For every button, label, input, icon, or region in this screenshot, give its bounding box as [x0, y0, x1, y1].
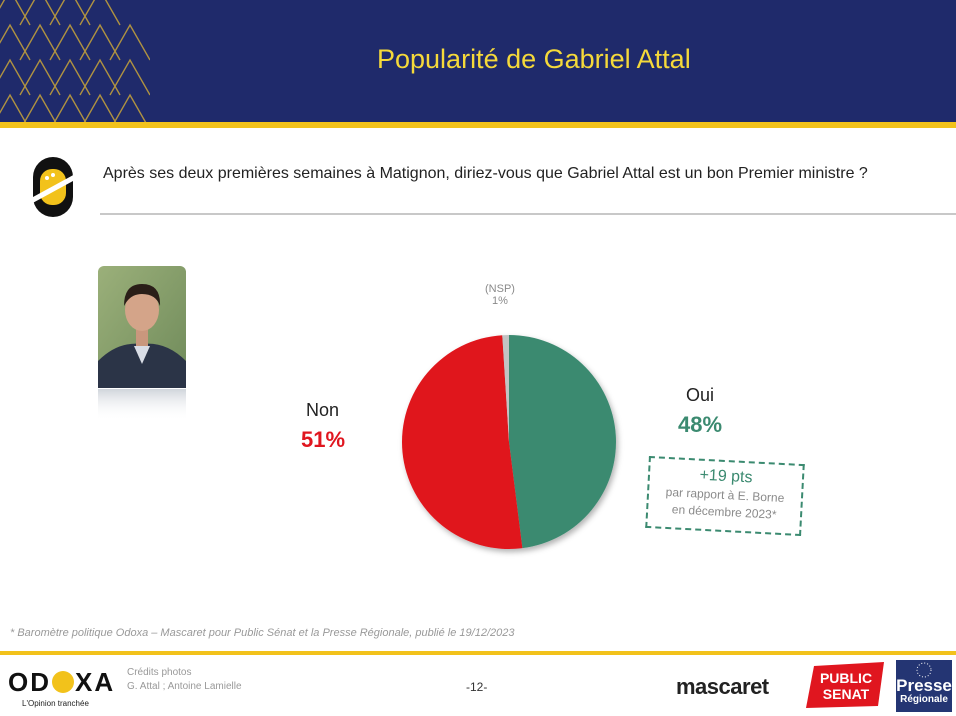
- credits-title: Crédits photos: [127, 667, 192, 678]
- page-number: -12-: [466, 680, 488, 694]
- portrait-photo: [98, 266, 186, 388]
- slide-title: Popularité de Gabriel Attal: [377, 44, 691, 74]
- header-stripe: [0, 122, 956, 128]
- stars-icon: [916, 662, 932, 678]
- nsp-value: 1%: [492, 295, 508, 307]
- oui-value: 48%: [678, 412, 723, 437]
- evolution-callout: +19 pts par rapport à E. Borne en décemb…: [645, 455, 805, 537]
- non-label: Non: [306, 400, 340, 420]
- odoxa-logo-o: [52, 671, 74, 693]
- pie-slice-non: [401, 335, 523, 549]
- non-value: 51%: [301, 427, 346, 452]
- pie-slice-nsp: [502, 335, 509, 442]
- mascaret-logo: mascaret: [676, 674, 769, 699]
- chevron-pattern: [0, 0, 150, 122]
- nsp-name: (NSP): [485, 283, 515, 295]
- footnote: * Baromètre politique Odoxa – Mascaret p…: [10, 627, 515, 639]
- oui-label: Oui: [686, 385, 715, 405]
- odoxa-question-icon: [29, 157, 77, 217]
- public-senat-logo: PUBLIC SENAT: [806, 662, 884, 708]
- header-banner: Popularité de Gabriel Attal: [0, 0, 956, 122]
- presse-word: Presse: [896, 676, 952, 695]
- divider: [100, 213, 956, 215]
- regionale-word: Régionale: [900, 694, 948, 705]
- footer-stripe: [0, 651, 956, 655]
- public-senat-line1: PUBLIC: [820, 670, 872, 686]
- presse-regionale-logo: Presse Régionale: [896, 660, 952, 712]
- portrait-reflection: [98, 389, 186, 421]
- odoxa-logo: OD XA: [8, 667, 115, 698]
- odoxa-logo-part1: OD: [8, 667, 51, 697]
- nsp-label: (NSP) 1%: [470, 283, 530, 307]
- pie-chart: [401, 335, 616, 549]
- question-text: Après ses deux premières semaines à Mati…: [103, 165, 868, 182]
- odoxa-tagline: L'Opinion tranchée: [22, 699, 89, 708]
- photo-credits: Crédits photos G. Attal ; Antoine Lamiel…: [127, 666, 242, 694]
- odoxa-logo-part2: XA: [75, 667, 116, 697]
- credits-text: G. Attal ; Antoine Lamielle: [127, 681, 242, 692]
- public-senat-line2: SENAT: [823, 686, 870, 702]
- pie-slice-oui: [509, 335, 616, 549]
